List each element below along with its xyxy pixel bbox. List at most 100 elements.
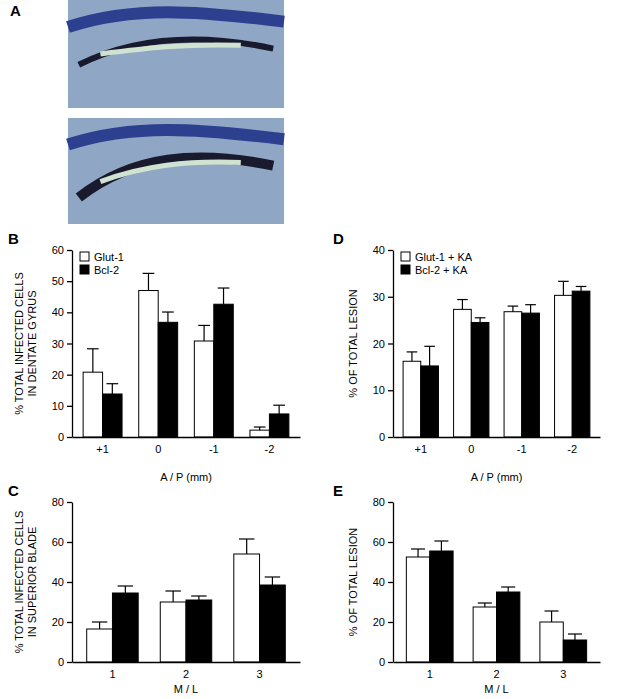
tick-label: 10 (373, 384, 385, 396)
axis-line (393, 251, 394, 438)
x-axis: +10-1-2 (394, 437, 601, 455)
error-bar (525, 305, 536, 313)
error-stem (462, 300, 463, 310)
bar (454, 309, 472, 437)
tick: +1 (414, 437, 427, 455)
error-cap (576, 286, 587, 287)
y-axis-title: IN SUPERIOR BLADE (26, 527, 38, 638)
tick-label: 1 (109, 668, 115, 680)
bar (522, 313, 540, 437)
error-stem (479, 318, 480, 323)
tick-label: 10 (52, 400, 64, 412)
legend: Glut-1Bcl-2 (80, 251, 124, 276)
bar (473, 607, 496, 662)
tick: 0 (379, 656, 393, 668)
panel-label: C (8, 482, 19, 499)
error-cap (478, 602, 492, 603)
error-bar (273, 405, 285, 414)
bar (572, 291, 590, 437)
panel: E020406080123M / L% OF TOTAL LESION (333, 482, 601, 695)
bar (250, 430, 269, 437)
error-stem (580, 286, 581, 291)
panel-a: A (10, 0, 284, 224)
error-stem (429, 346, 430, 366)
tick: 10 (373, 384, 393, 396)
tick-label: 50 (52, 275, 64, 287)
tick-label: 0 (379, 431, 385, 443)
bar (158, 322, 177, 437)
tick-label: 20 (52, 616, 64, 628)
bar (504, 312, 522, 437)
tick-mark (67, 662, 72, 663)
error-stem (112, 384, 113, 394)
legend: Glut-1 + KABcl-2 + KA (401, 251, 473, 276)
tick: 60 (373, 536, 393, 548)
bar (234, 554, 260, 662)
axis-line (72, 503, 73, 663)
error-cap (92, 621, 107, 622)
error-stem (551, 611, 552, 622)
axis-line (73, 662, 301, 663)
tick-label: 40 (52, 306, 64, 318)
bar (260, 585, 286, 662)
error-stem (148, 273, 149, 290)
error-stem (223, 288, 224, 304)
tick-label: 3 (256, 668, 262, 680)
tick-label: 3 (560, 668, 566, 680)
tick: 0 (58, 431, 72, 443)
granule-layer (79, 39, 273, 64)
bar (471, 322, 489, 437)
error-cap (568, 633, 582, 634)
tick: +1 (96, 437, 109, 455)
granule-layer (79, 157, 273, 197)
bar (430, 551, 453, 662)
x-axis: 1 2 3 (73, 662, 301, 680)
tick: 30 (52, 338, 72, 350)
axis-line (393, 503, 394, 663)
image-background (68, 0, 284, 108)
error-bar (411, 549, 425, 557)
y-axis-title: % OF TOTAL LESION (347, 528, 359, 636)
legend-label: Glut-1 + KA (415, 251, 473, 263)
tick-label: 0 (468, 443, 474, 455)
error-bar (576, 286, 587, 291)
tick-mark (388, 502, 393, 503)
error-bar (457, 300, 468, 310)
bar (103, 394, 122, 437)
tick-label: 20 (52, 369, 64, 381)
error-cap (411, 548, 425, 549)
error-cap (508, 306, 519, 307)
histology-image (68, 118, 284, 224)
error-cap (165, 590, 180, 591)
tick-label: 20 (373, 338, 385, 350)
tick-mark (67, 542, 72, 543)
y-axis: 020406080 (373, 496, 394, 668)
error-bar (265, 577, 280, 585)
tick: 50 (52, 275, 72, 287)
panel-label: D (333, 230, 344, 247)
legend-swatch (80, 265, 89, 274)
y-axis: 020406080 (52, 496, 73, 668)
error-bar (424, 346, 435, 366)
error-bar (165, 591, 180, 602)
tick-mark (388, 343, 393, 344)
tick: 0 (58, 656, 72, 668)
tick-mark (67, 582, 72, 583)
tick-label: 80 (373, 496, 385, 508)
bar (186, 600, 212, 662)
x-axis: 123 (394, 662, 601, 680)
error-cap (558, 281, 569, 282)
bar (269, 414, 288, 437)
y-axis: 0102030405060 (52, 244, 73, 443)
tick-mark (67, 343, 72, 344)
tick: 3 (256, 662, 262, 680)
error-bar (545, 611, 559, 622)
image-background (68, 118, 284, 224)
tick: 2 (183, 662, 189, 680)
tick-mark (67, 502, 72, 503)
tick-mark (67, 375, 72, 376)
error-cap (198, 325, 210, 326)
error-cap (87, 348, 99, 349)
figure: AB0102030405060+10-1-2A / P (mm)% TOTAL … (0, 0, 637, 699)
bars (403, 281, 590, 437)
